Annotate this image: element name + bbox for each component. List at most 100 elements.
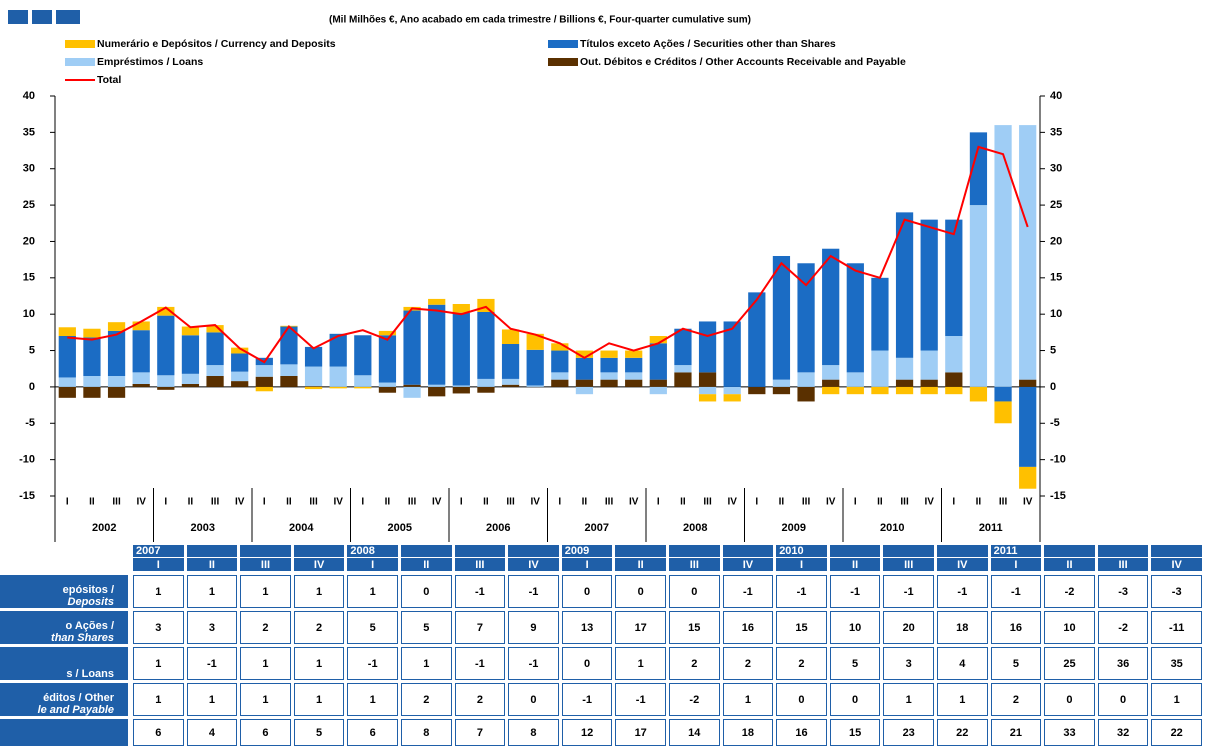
- table-cell: 6: [133, 719, 184, 746]
- bar-segment: [58, 336, 76, 378]
- bar-segment: [255, 386, 273, 392]
- bar-segment: [452, 386, 470, 394]
- table-cell: 22: [1151, 719, 1202, 746]
- bar-segment: [403, 384, 421, 387]
- bar-segment: [723, 394, 741, 402]
- bar-segment: [1019, 379, 1037, 387]
- bar-segment: [772, 386, 791, 395]
- bar-segment: [1019, 125, 1037, 380]
- x-tick-label: III: [211, 497, 220, 508]
- bar-segment: [83, 337, 101, 376]
- row-label-line: le and Payable: [37, 704, 114, 716]
- header-quarter: III: [454, 558, 506, 571]
- bar-segment: [822, 386, 840, 395]
- row-label-line: Deposits: [67, 596, 114, 608]
- bar-segment: [304, 386, 323, 387]
- y-tick-label: -5: [1050, 417, 1060, 429]
- bar-segment: [132, 384, 150, 387]
- table-cell: 3: [133, 611, 184, 644]
- bar-segment: [378, 335, 397, 383]
- bar-segment: [157, 315, 175, 376]
- table-cell: 10: [829, 611, 881, 644]
- y-tick-label: -15: [1050, 490, 1066, 502]
- chart-subtitle: (Mil Milhões €, Ano acabado em cada trim…: [329, 15, 751, 26]
- table-cell: 0: [669, 575, 720, 608]
- table-cell: 1: [240, 683, 291, 716]
- table-cell: 2: [454, 683, 506, 716]
- bar-segment: [871, 350, 889, 387]
- table-cell: 5: [401, 611, 452, 644]
- x-tick-label: I: [952, 497, 955, 508]
- bar-segment: [551, 343, 569, 351]
- table-cell: 1: [133, 575, 184, 608]
- bar-segment: [895, 379, 914, 387]
- bar-segment: [526, 349, 544, 386]
- x-tick-label: I: [558, 497, 561, 508]
- y-tick-label: 40: [1050, 90, 1062, 102]
- bar-segment: [280, 326, 298, 365]
- legend-swatch: [548, 58, 578, 66]
- y-tick-label: 5: [29, 344, 35, 356]
- y-tick-label: 40: [23, 90, 35, 102]
- bar-segment: [526, 333, 544, 350]
- bar-segment: [329, 386, 347, 389]
- bar-segment: [181, 335, 200, 374]
- bar-segment: [649, 386, 667, 395]
- bar-segment: [107, 376, 126, 387]
- header-quarter: III: [240, 558, 291, 571]
- bar-segment: [625, 372, 643, 380]
- y-tick-label: 0: [29, 381, 35, 393]
- y-tick-label: 25: [1050, 199, 1062, 211]
- legend-swatch: [548, 40, 578, 48]
- x-tick-label: III: [506, 497, 515, 508]
- bar-segment: [772, 256, 791, 380]
- x-tick-label: II: [976, 497, 982, 508]
- table-cell: -1: [937, 575, 988, 608]
- header-quarter: III: [883, 558, 934, 571]
- header-year: [508, 545, 559, 557]
- bar-segment: [132, 321, 150, 331]
- x-tick-label: I: [361, 497, 364, 508]
- bar-segment: [157, 306, 175, 316]
- table-cell: 22: [937, 719, 988, 746]
- header-year: [722, 545, 774, 557]
- y-tick-label: 35: [1050, 126, 1062, 138]
- table-cell: 15: [829, 719, 881, 746]
- bar-segment: [107, 330, 126, 376]
- table-cell: -2: [1044, 575, 1095, 608]
- bar-segment: [797, 372, 815, 387]
- header-quarter: I: [133, 558, 184, 571]
- bar-segment: [329, 366, 347, 387]
- x-tick-label: II: [89, 497, 95, 508]
- bar-segment: [871, 386, 889, 395]
- bar-segment: [58, 327, 76, 336]
- bar-segment: [797, 263, 815, 373]
- table-cell: 3: [883, 647, 934, 680]
- table-cell: -11: [1151, 611, 1202, 644]
- bar-segment: [477, 312, 495, 379]
- header-quarter: II: [829, 558, 881, 571]
- table-cell: 1: [293, 575, 345, 608]
- year-label: 2005: [388, 522, 412, 534]
- bar-segment: [575, 350, 594, 358]
- bar-segment: [501, 329, 520, 344]
- row-label: éditos / Other le and Payable: [0, 683, 128, 716]
- header-quarter: I: [347, 558, 398, 571]
- bar-segment: [895, 212, 914, 358]
- bar-segment: [107, 322, 126, 331]
- bar-segment: [329, 333, 347, 367]
- header-year: [829, 545, 881, 557]
- table-cell: 2: [990, 683, 1042, 716]
- bar-segment: [920, 379, 938, 387]
- table-cell: -1: [615, 683, 666, 716]
- table-cell: 23: [883, 719, 934, 746]
- table-cell: 14: [669, 719, 720, 746]
- x-tick-label: IV: [432, 497, 442, 508]
- table-cell: 4: [186, 719, 238, 746]
- x-tick-label: IV: [136, 497, 146, 508]
- table-cell: 16: [990, 611, 1042, 644]
- bar-segment: [181, 373, 200, 384]
- table-cell: 1: [401, 647, 452, 680]
- legend-label: Títulos exceto Ações / Securities other …: [580, 38, 836, 50]
- x-tick-label: I: [164, 497, 167, 508]
